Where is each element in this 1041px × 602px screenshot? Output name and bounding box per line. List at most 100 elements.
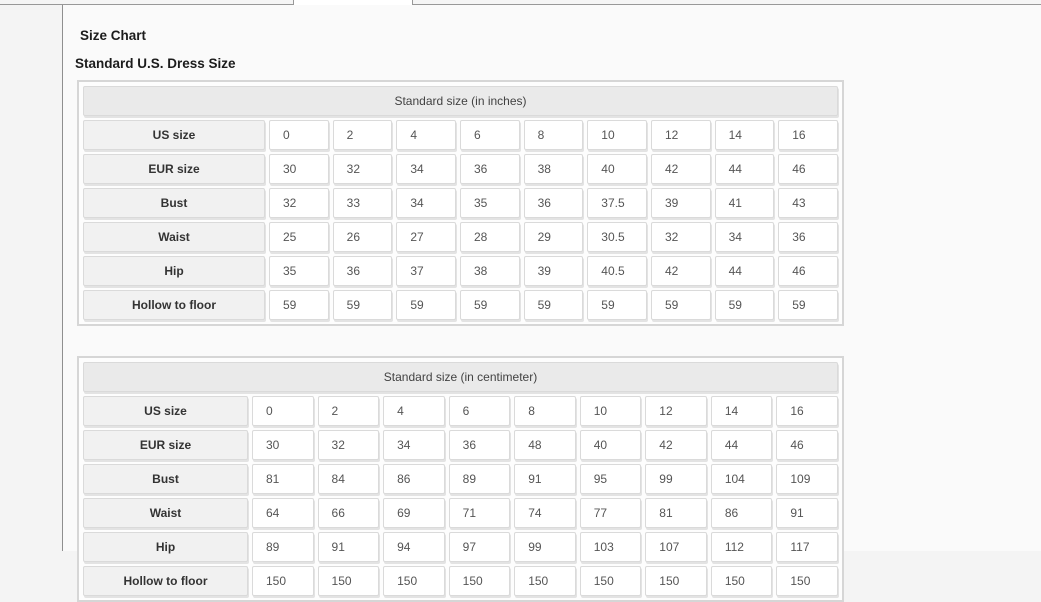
row-label-cell: Bust: [83, 464, 248, 494]
value-cell: 46: [778, 256, 838, 286]
table-row: Waist 25 26 27 28 29 30.5 32 34 36: [83, 222, 838, 252]
value-cell: 150: [514, 566, 576, 596]
value-cell: 117: [776, 532, 838, 562]
value-cell: 35: [269, 256, 329, 286]
value-cell: 34: [383, 430, 445, 460]
value-cell: 6: [459, 120, 520, 150]
row-label-cell: Bust: [83, 188, 265, 218]
table-row: Bust 81 84 86 89 91 95 99 104 109: [83, 464, 838, 494]
value-cell: 81: [645, 498, 707, 528]
value-cell: 4: [396, 120, 456, 150]
value-cell: 150: [710, 566, 773, 596]
value-cell: 94: [383, 532, 445, 562]
value-cell: 89: [252, 532, 314, 562]
row-label-cell: EUR size: [83, 154, 265, 184]
value-cell: 40: [587, 154, 647, 184]
table-row: Hollow to floor 59 59 59 59 59 59 59 59 59: [83, 290, 838, 320]
value-cell: 4: [383, 396, 445, 426]
size-table-centimeter: Standard size (in centimeter) US size 0 2 4…: [77, 356, 844, 602]
value-cell: 12: [645, 396, 707, 426]
value-cell: 59: [778, 290, 838, 320]
table-row: Hollow to floor 150 150 150 150 150 150 150 150 1…: [83, 566, 838, 596]
row-label-cell: US size: [83, 120, 265, 150]
value-cell: 2: [332, 120, 393, 150]
value-cell: 104: [710, 464, 773, 494]
table-row: Hip 35 36 37 38 39 40.5 42 44 46: [83, 256, 838, 286]
row-label-cell: Hip: [83, 256, 265, 286]
value-cell: 35: [459, 188, 520, 218]
value-cell: 14: [710, 396, 773, 426]
value-cell: 44: [714, 256, 775, 286]
table-row: US size 0 2 4 6 8 10 12 14 16: [83, 120, 838, 150]
value-cell: 77: [579, 498, 642, 528]
value-cell: 46: [778, 154, 838, 184]
value-cell: 150: [579, 566, 642, 596]
value-cell: 150: [252, 566, 314, 596]
value-cell: 10: [579, 396, 642, 426]
value-cell: 34: [396, 188, 456, 218]
value-cell: 29: [523, 222, 584, 252]
value-cell: 8: [514, 396, 576, 426]
value-cell: 46: [776, 430, 838, 460]
value-cell: 150: [317, 566, 380, 596]
value-cell: 30: [269, 154, 329, 184]
value-cell: 91: [317, 532, 380, 562]
value-cell: 14: [714, 120, 775, 150]
value-cell: 16: [778, 120, 838, 150]
content-panel: Size Chart Standard U.S. Dress Size Stan…: [62, 5, 1041, 602]
value-cell: 59: [332, 290, 393, 320]
value-cell: 0: [252, 396, 314, 426]
value-cell: 30.5: [587, 222, 647, 252]
size-table-inches: Standard size (in inches) US size 0 2 4 6 8 10…: [77, 80, 844, 326]
value-cell: 30: [252, 430, 314, 460]
value-cell: 2: [317, 396, 380, 426]
value-cell: 38: [523, 154, 584, 184]
value-cell: 59: [396, 290, 456, 320]
active-tab-remnant[interactable]: [293, 0, 413, 5]
value-cell: 89: [448, 464, 511, 494]
table-header-cell: Standard size (in inches): [83, 86, 838, 116]
value-cell: 32: [269, 188, 329, 218]
value-cell: 8: [523, 120, 584, 150]
value-cell: 43: [778, 188, 838, 218]
value-cell: 10: [587, 120, 647, 150]
row-label-cell: Hollow to floor: [83, 566, 248, 596]
value-cell: 32: [332, 154, 393, 184]
value-cell: 48: [514, 430, 576, 460]
value-cell: 74: [514, 498, 576, 528]
page-title: Size Chart: [80, 28, 147, 43]
value-cell: 12: [650, 120, 711, 150]
value-cell: 16: [776, 396, 838, 426]
value-cell: 36: [523, 188, 584, 218]
row-label-cell: Hollow to floor: [83, 290, 265, 320]
value-cell: 59: [587, 290, 647, 320]
value-cell: 38: [459, 256, 520, 286]
value-cell: 34: [714, 222, 775, 252]
value-cell: 99: [514, 532, 576, 562]
table-row: Bust 32 33 34 35 36 37.5 39 41 43: [83, 188, 838, 218]
value-cell: 103: [579, 532, 642, 562]
value-cell: 39: [523, 256, 584, 286]
value-cell: 36: [448, 430, 511, 460]
value-cell: 109: [776, 464, 838, 494]
value-cell: 34: [396, 154, 456, 184]
page-subtitle: Standard U.S. Dress Size: [75, 56, 236, 71]
row-label-cell: US size: [83, 396, 248, 426]
row-label-cell: EUR size: [83, 430, 248, 460]
value-cell: 86: [710, 498, 773, 528]
value-cell: 36: [459, 154, 520, 184]
value-cell: 32: [650, 222, 711, 252]
value-cell: 41: [714, 188, 775, 218]
value-cell: 59: [523, 290, 584, 320]
value-cell: 150: [383, 566, 445, 596]
table-row: Waist 64 66 69 71 74 77 81 86 91: [83, 498, 838, 528]
size-table: Standard size (in centimeter) US size 0 2 4…: [79, 358, 842, 600]
table-row: US size 0 2 4 6 8 10 12 14 16: [83, 396, 838, 426]
value-cell: 25: [269, 222, 329, 252]
value-cell: 36: [332, 256, 393, 286]
value-cell: 27: [396, 222, 456, 252]
row-label-cell: Hip: [83, 532, 248, 562]
value-cell: 59: [269, 290, 329, 320]
value-cell: 81: [252, 464, 314, 494]
size-table: Standard size (in inches) US size 0 2 4 6 8 10…: [79, 82, 842, 324]
